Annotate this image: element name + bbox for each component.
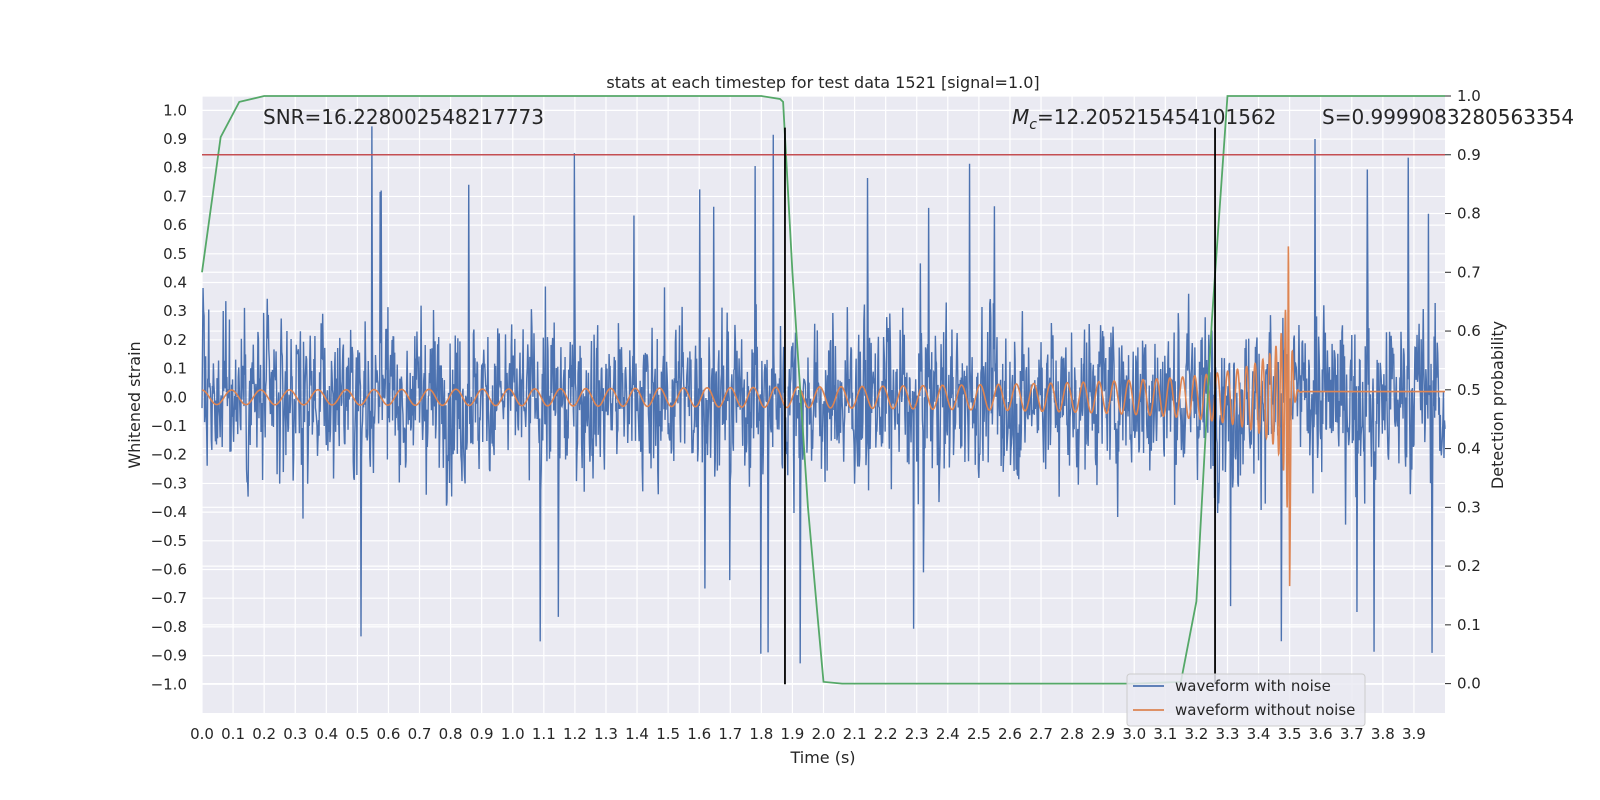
y-tick-label: 0.0: [163, 388, 187, 406]
x-tick-label: 3.1: [1153, 725, 1177, 743]
y2-tick-label: 0.0: [1457, 675, 1481, 693]
series-detection-probability: [201, 95, 1445, 685]
legend: waveform with noise waveform without noi…: [1126, 673, 1366, 727]
series-waveform-without-noise: [201, 246, 1445, 587]
y-tick-label: 0.1: [163, 360, 187, 378]
y-tick-label: 0.9: [163, 130, 187, 148]
legend-label-noise: waveform with noise: [1175, 677, 1331, 695]
x-tick-labels: 0.0 0.1 0.2 0.3 0.4 0.5 0.6 0.7 0.8 0.9 1.0 1.1 1.2 1…: [190, 725, 1426, 743]
x-tick-label: 0.5: [345, 725, 369, 743]
probability-trace: [201, 95, 1445, 685]
x-tick-label: 3.8: [1371, 725, 1395, 743]
x-tick-label: 2.9: [1091, 725, 1115, 743]
mc-symbol: M: [1012, 105, 1029, 129]
x-tick-label: 3.0: [1122, 725, 1146, 743]
series-waveform-with-noise: [201, 126, 1446, 664]
mc-value: =12.205215454101562: [1037, 105, 1276, 129]
y2-tick-label: 0.9: [1457, 146, 1481, 164]
y-tick-label: 0.4: [163, 274, 187, 292]
legend-box: [1126, 673, 1366, 727]
x-tick-label: 2.3: [905, 725, 929, 743]
x-tick-label: 1.9: [780, 725, 804, 743]
x-tick-label: 1.8: [749, 725, 773, 743]
y-tick-label: −0.2: [151, 446, 187, 464]
y2-tick-label: 0.2: [1457, 557, 1481, 575]
x-tick-label: 3.6: [1309, 725, 1333, 743]
x-tick-label: 0.2: [252, 725, 276, 743]
y-tick-label: −0.1: [151, 417, 187, 435]
x-tick-label: 2.4: [936, 725, 960, 743]
x-tick-label: 1.0: [501, 725, 525, 743]
y2-tick-label: 0.6: [1457, 322, 1481, 340]
x-tick-label: 3.3: [1216, 725, 1240, 743]
x-tick-label: 0.3: [283, 725, 307, 743]
y-tick-label: 0.6: [163, 216, 187, 234]
x-axis-label: Time (s): [789, 748, 855, 767]
x-tick-label: 0.8: [439, 725, 463, 743]
y2-tick-label: 0.4: [1457, 440, 1481, 458]
y2-tick-label: 0.8: [1457, 205, 1481, 223]
y-tick-label: 1.0: [163, 101, 187, 119]
x-tick-label: 2.6: [998, 725, 1022, 743]
x-tick-label: 2.0: [812, 725, 836, 743]
x-tick-label: 1.4: [625, 725, 649, 743]
mc-subscript: c: [1029, 117, 1037, 133]
x-tick-label: 3.9: [1402, 725, 1426, 743]
y-tick-label: 0.2: [163, 331, 187, 349]
y2-tick-labels: 1.0 0.9 0.8 0.7 0.6 0.5 0.4 0.3 0.2 0.1 0.0: [1445, 87, 1481, 693]
y2-tick-label: 0.1: [1457, 616, 1481, 634]
x-tick-label: 1.3: [594, 725, 618, 743]
y-tick-label: −0.9: [151, 647, 187, 665]
x-tick-label: 2.2: [874, 725, 898, 743]
x-tick-label: 2.8: [1060, 725, 1084, 743]
x-tick-label: 0.1: [221, 725, 245, 743]
x-tick-label: 3.2: [1184, 725, 1208, 743]
x-tick-label: 0.9: [470, 725, 494, 743]
x-tick-label: 1.7: [718, 725, 742, 743]
vertical-lines: [784, 127, 1216, 685]
x-tick-label: 1.6: [687, 725, 711, 743]
y2-tick-label: 0.7: [1457, 263, 1481, 281]
y-tick-label: −0.6: [151, 561, 187, 579]
y-tick-label: −0.5: [151, 532, 187, 550]
snr-annotation: SNR=16.228002548217773: [263, 105, 544, 129]
y-tick-label: −0.7: [151, 589, 187, 607]
s-annotation: S=0.9999083280563354: [1322, 105, 1574, 129]
y-tick-label: 0.3: [163, 302, 187, 320]
y-tick-label: 0.8: [163, 159, 187, 177]
y2-tick-label: 1.0: [1457, 87, 1481, 105]
y-tick-label: 0.7: [163, 187, 187, 205]
chirp-mass-annotation: Mc=12.205215454101562: [1012, 105, 1276, 133]
y-tick-labels: 1.0 0.9 0.8 0.7 0.6 0.5 0.4 0.3 0.2 0.1 0.0 −0.1 −0.…: [151, 101, 187, 693]
y2-tick-label: 0.5: [1457, 381, 1481, 399]
clean-trace: [201, 246, 1445, 587]
y-tick-label: −0.8: [151, 618, 187, 636]
x-tick-label: 0.6: [377, 725, 401, 743]
x-tick-label: 2.7: [1029, 725, 1053, 743]
y2-tick-label: 0.3: [1457, 498, 1481, 516]
noise-trace: [201, 126, 1446, 664]
grid: [201, 95, 1445, 713]
x-tick-label: 1.5: [656, 725, 680, 743]
x-tick-label: 3.7: [1340, 725, 1364, 743]
y-tick-label: −1.0: [151, 675, 187, 693]
x-tick-label: 1.1: [532, 725, 556, 743]
x-tick-label: 0.7: [408, 725, 432, 743]
x-tick-label: 2.5: [967, 725, 991, 743]
x-tick-label: 3.4: [1247, 725, 1271, 743]
x-tick-label: 0.0: [190, 725, 214, 743]
x-tick-label: 3.5: [1278, 725, 1302, 743]
y-tick-label: 0.5: [163, 245, 187, 263]
y-tick-label: −0.4: [151, 503, 187, 521]
x-tick-label: 1.2: [563, 725, 587, 743]
y-axis-label: Whitened strain: [125, 341, 144, 468]
x-tick-label: 0.4: [314, 725, 338, 743]
chart-title: stats at each timestep for test data 152…: [606, 73, 1039, 92]
legend-label-clean: waveform without noise: [1175, 701, 1355, 719]
x-tick-label: 2.1: [843, 725, 867, 743]
y2-axis-label: Detection probability: [1488, 321, 1507, 489]
y-tick-label: −0.3: [151, 474, 187, 492]
